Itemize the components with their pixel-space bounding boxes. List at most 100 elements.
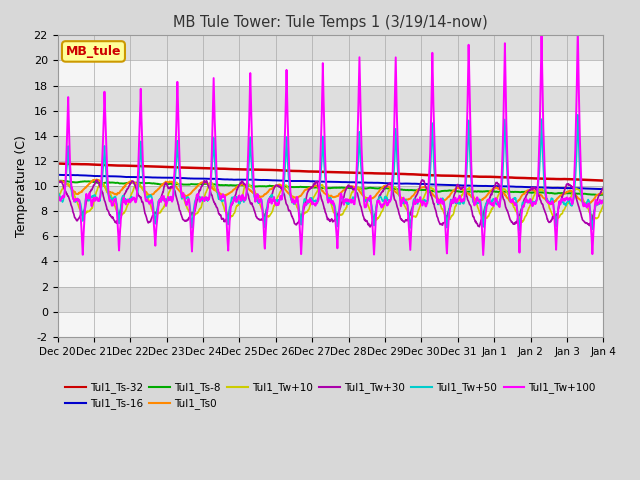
Tul1_Tw+30	[600, 184, 607, 190]
Line: Tul1_Ts-8: Tul1_Ts-8	[58, 180, 604, 195]
Tul1_Ts-8	[306, 184, 314, 190]
Tul1_Tw+50	[139, 175, 147, 181]
Tul1_Ts0	[584, 201, 592, 207]
Tul1_Tw+50	[593, 201, 601, 207]
Tul1_Ts-32	[539, 176, 547, 181]
Tul1_Tw+30	[460, 184, 467, 190]
Tul1_Tw+100	[54, 194, 61, 200]
Line: Tul1_Ts-16: Tul1_Ts-16	[58, 175, 604, 189]
Tul1_Ts-16	[460, 182, 467, 188]
Tul1_Ts-16	[600, 186, 607, 192]
Tul1_Ts0	[54, 178, 61, 184]
Tul1_Ts0	[306, 185, 314, 191]
Tul1_Tw+10	[173, 180, 180, 185]
Bar	[58, 161, 604, 186]
Tul1_Tw+100	[593, 201, 601, 207]
Line: Tul1_Tw+10: Tul1_Tw+10	[58, 182, 604, 222]
Tul1_Tw+10	[139, 187, 147, 192]
Bar	[58, 186, 604, 211]
Tul1_Ts-8	[57, 178, 65, 183]
Tul1_Tw+30	[540, 205, 547, 211]
Tul1_Ts0	[540, 195, 547, 201]
Bar	[58, 211, 604, 236]
Tul1_Tw+30	[593, 197, 601, 203]
Tul1_Ts-32	[139, 163, 147, 169]
Tul1_Ts0	[600, 191, 607, 196]
Tul1_Ts-8	[317, 185, 324, 191]
Tul1_Tw+50	[600, 199, 607, 205]
Bar	[58, 36, 604, 60]
Tul1_Tw+100	[459, 197, 467, 203]
Tul1_Ts-16	[593, 186, 600, 192]
Tul1_Ts-16	[55, 172, 63, 178]
Title: MB Tule Tower: Tule Temps 1 (3/19/14-now): MB Tule Tower: Tule Temps 1 (3/19/14-now…	[173, 15, 488, 30]
Bar	[58, 111, 604, 136]
Tul1_Tw+50	[516, 228, 524, 233]
Tul1_Tw+30	[306, 186, 314, 192]
Tul1_Tw+10	[600, 202, 607, 208]
Tul1_Tw+30	[419, 177, 426, 183]
Tul1_Ts-32	[316, 169, 324, 175]
Text: MB_tule: MB_tule	[66, 45, 121, 58]
Tul1_Ts-16	[540, 185, 547, 191]
Bar	[58, 312, 604, 337]
Tul1_Tw+100	[306, 198, 314, 204]
Tul1_Ts-8	[140, 180, 147, 186]
Tul1_Ts-32	[593, 178, 600, 183]
Tul1_Tw+100	[600, 197, 607, 203]
Legend: Tul1_Ts-32, Tul1_Ts-16, Tul1_Ts-8, Tul1_Ts0, Tul1_Tw+10, Tul1_Tw+30, Tul1_Tw+50,: Tul1_Ts-32, Tul1_Ts-16, Tul1_Ts-8, Tul1_…	[61, 378, 600, 414]
Tul1_Ts-16	[54, 172, 61, 178]
Tul1_Tw+10	[540, 188, 547, 194]
Tul1_Ts-32	[600, 178, 607, 183]
Tul1_Ts-8	[540, 190, 547, 195]
Line: Tul1_Tw+100: Tul1_Tw+100	[58, 29, 604, 255]
Tul1_Tw+50	[54, 193, 61, 199]
Tul1_Tw+100	[316, 171, 324, 177]
Tul1_Tw+100	[574, 26, 582, 32]
Tul1_Tw+10	[306, 203, 314, 209]
Tul1_Ts-8	[54, 178, 61, 184]
Tul1_Tw+50	[459, 199, 467, 205]
Y-axis label: Temperature (C): Temperature (C)	[15, 135, 28, 237]
Tul1_Tw+50	[540, 163, 547, 169]
Tul1_Ts-16	[140, 174, 147, 180]
Tul1_Ts-32	[54, 161, 61, 167]
Bar	[58, 85, 604, 111]
Tul1_Ts0	[93, 177, 100, 182]
Line: Tul1_Tw+30: Tul1_Tw+30	[58, 180, 604, 227]
Tul1_Ts-8	[600, 192, 607, 198]
Line: Tul1_Ts-32: Tul1_Ts-32	[58, 164, 604, 180]
Tul1_Ts-16	[306, 179, 314, 184]
Tul1_Tw+100	[479, 252, 487, 258]
Tul1_Tw+100	[139, 159, 147, 165]
Tul1_Tw+30	[139, 200, 147, 205]
Tul1_Tw+30	[54, 181, 61, 187]
Tul1_Ts0	[140, 186, 147, 192]
Tul1_Tw+10	[460, 190, 467, 195]
Tul1_Tw+50	[306, 198, 314, 204]
Tul1_Tw+10	[317, 182, 324, 188]
Tul1_Ts-16	[317, 179, 324, 184]
Bar	[58, 262, 604, 287]
Tul1_Tw+30	[316, 190, 324, 196]
Tul1_Ts-32	[306, 168, 314, 174]
Line: Tul1_Tw+50: Tul1_Tw+50	[58, 115, 604, 230]
Tul1_Tw+10	[54, 196, 61, 202]
Bar	[58, 236, 604, 262]
Bar	[58, 287, 604, 312]
Bar	[58, 60, 604, 85]
Tul1_Tw+50	[316, 183, 324, 189]
Tul1_Ts-8	[595, 192, 603, 198]
Bar	[58, 136, 604, 161]
Tul1_Ts0	[460, 187, 467, 192]
Tul1_Tw+10	[518, 219, 526, 225]
Tul1_Ts-8	[460, 189, 467, 195]
Line: Tul1_Ts0: Tul1_Ts0	[58, 180, 604, 204]
Tul1_Ts0	[593, 192, 601, 198]
Tul1_Ts-32	[459, 173, 467, 179]
Tul1_Tw+10	[593, 216, 601, 221]
Tul1_Tw+30	[476, 224, 483, 229]
Tul1_Ts-8	[593, 192, 600, 198]
Tul1_Tw+100	[540, 124, 547, 130]
Tul1_Tw+50	[574, 112, 582, 118]
